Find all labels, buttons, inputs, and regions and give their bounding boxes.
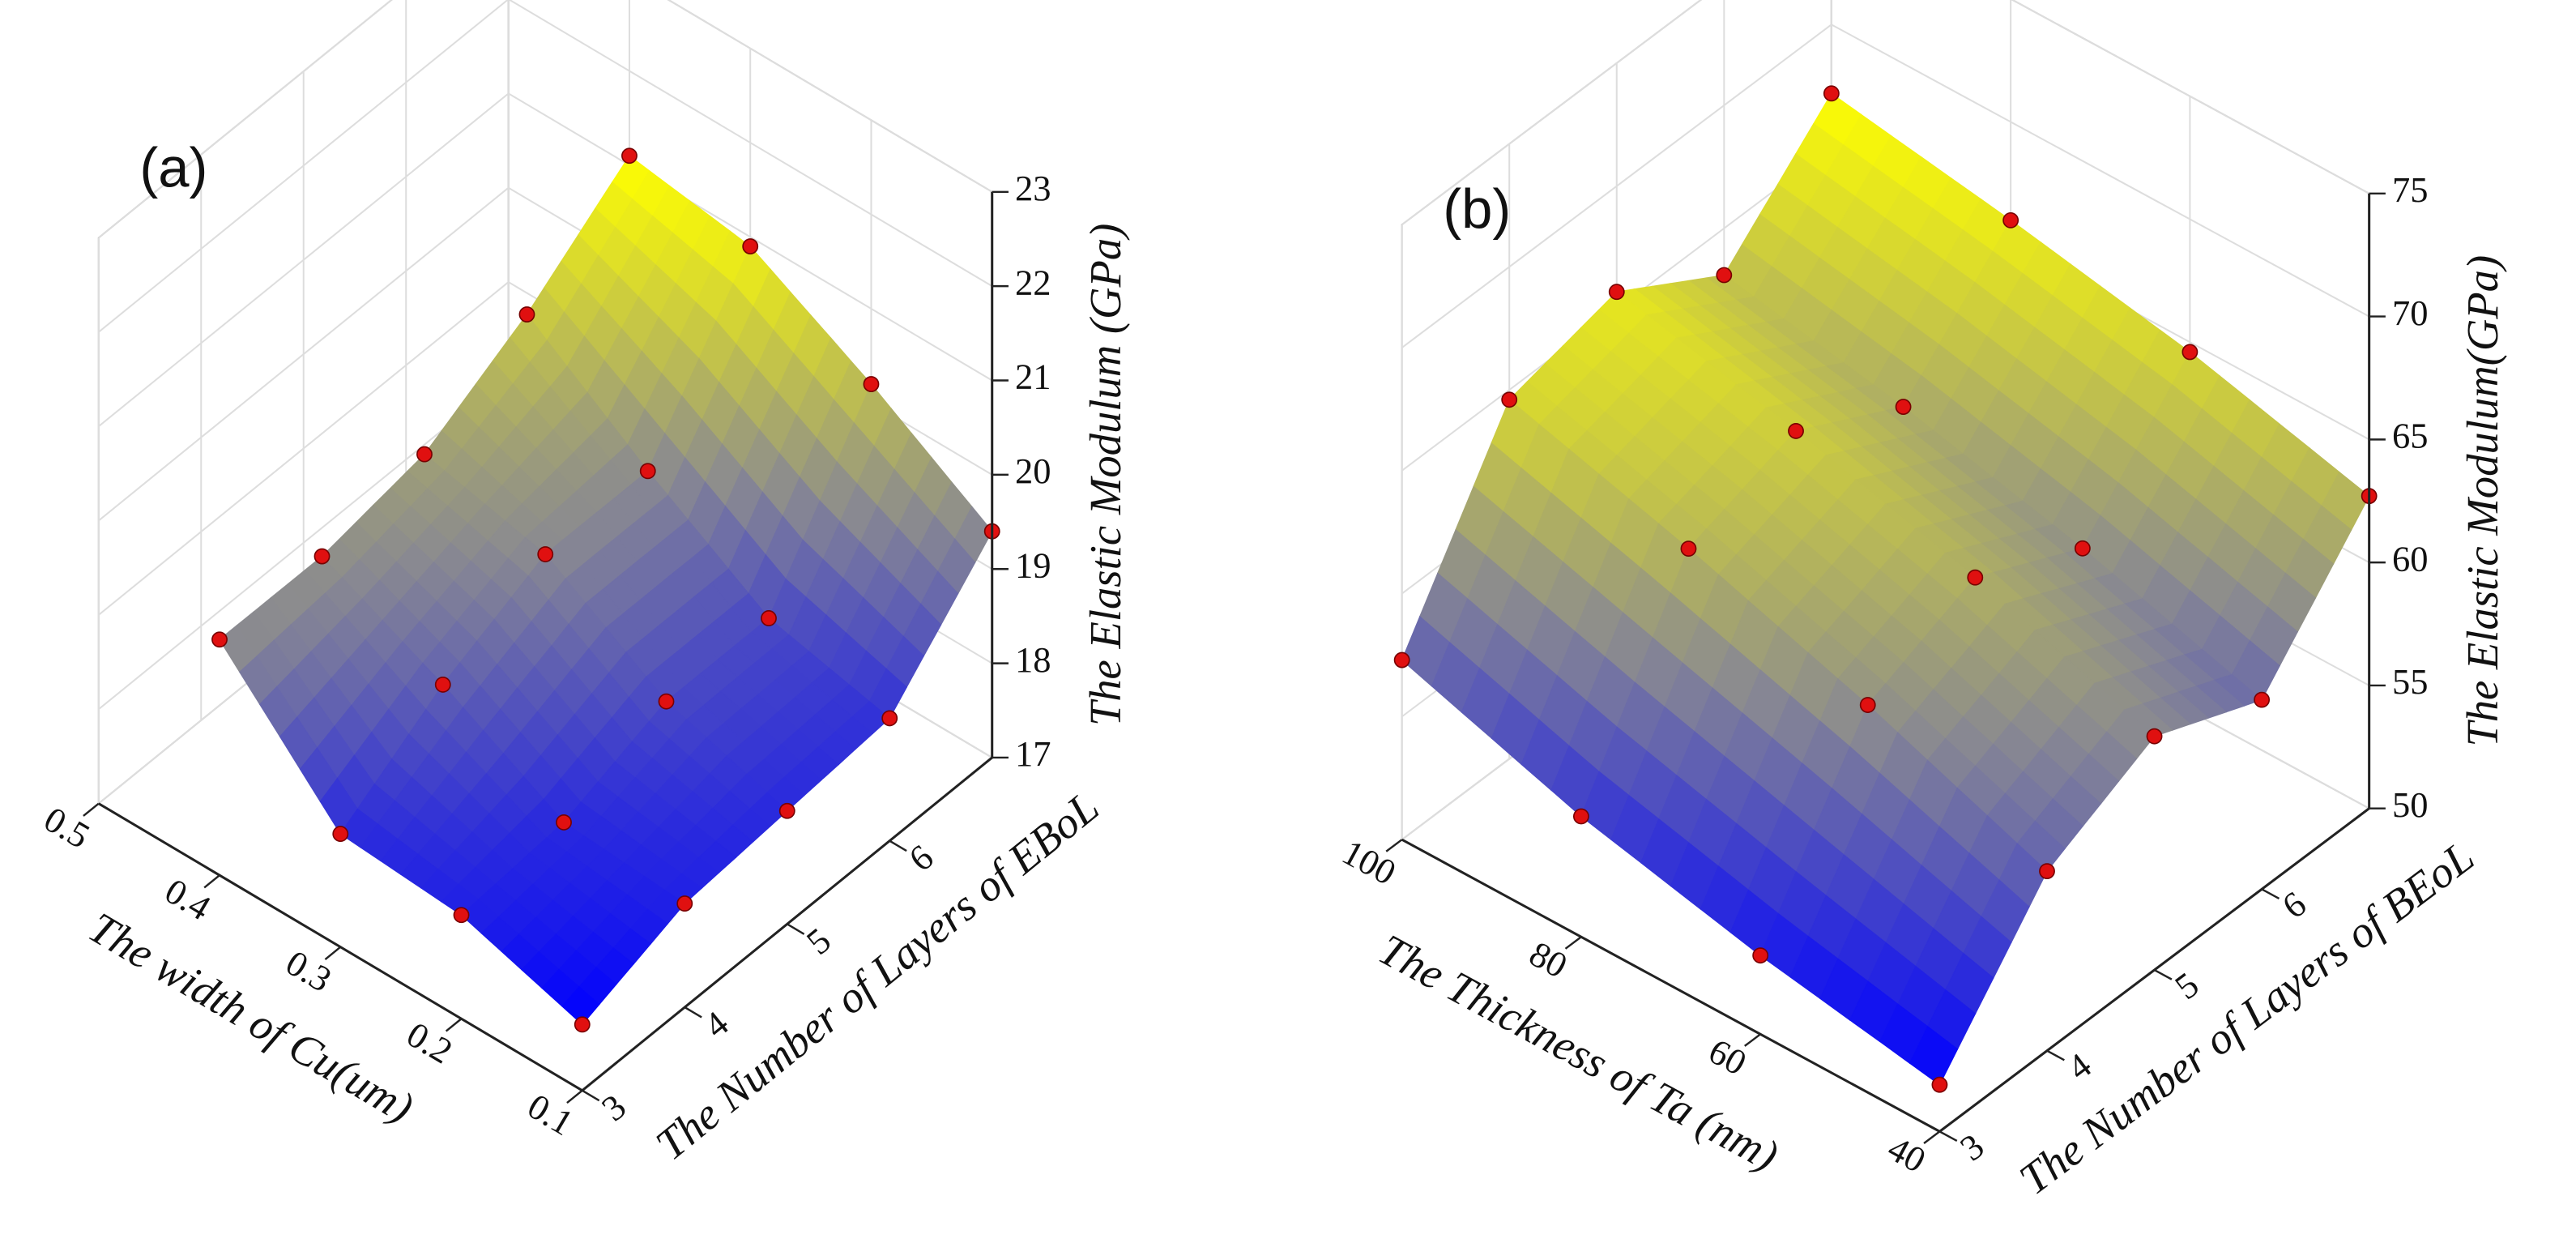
x-tick-label: 80 [1523,933,1574,986]
data-point [639,463,656,480]
surface-patch [561,986,600,1026]
panel-label: (b) [1443,177,1511,240]
x-tick [1385,839,1403,852]
y-tick [1938,1130,1958,1143]
data-point [434,676,451,693]
data-point [1608,284,1625,301]
data-point [1967,569,1984,586]
data-point [2146,728,2163,745]
data-point [332,826,349,842]
x-tick [1923,1130,1941,1144]
data-point [2002,211,2019,229]
z-tick-label: 65 [2392,416,2429,456]
x-tick-label: 40 [1882,1128,1933,1181]
data-point [537,546,554,562]
z-tick-label: 22 [1015,262,1051,302]
z-axis-title: The Elastic Modulum (GPa) [1081,224,1130,727]
data-point [1823,85,1840,102]
grid-line [1831,23,2370,318]
x-tick [83,802,100,817]
x-tick-label: 0.5 [37,799,96,856]
y-tick-label: 4 [697,1003,736,1046]
data-point [416,446,433,463]
data-point [2254,691,2271,708]
z-tick-label: 50 [2392,784,2429,825]
surface-patch [1909,1025,1959,1086]
z-tick-label: 55 [2392,661,2429,702]
x-tick-label: 100 [1336,831,1403,893]
panel-label: (a) [139,137,207,199]
z-tick-label: 17 [1015,733,1051,774]
x-tick [203,874,220,889]
z-tick-label: 21 [1015,357,1051,397]
y-tick [2153,968,2173,980]
data-point [676,895,693,912]
data-point [518,306,535,322]
y-axis-title: The Number of Layers of BEoL [2011,831,2484,1204]
data-point [1752,947,1769,964]
data-point [2039,863,2055,880]
data-point [1931,1076,1948,1093]
data-point [574,1016,591,1033]
x-tick-label: 0.3 [279,942,339,1000]
data-point [1895,399,1912,415]
panel: 0.1 0.2 0.3 0.4 0.5 3 4 5 6 17 18 19 20 21 22 23 The wid… [37,0,1130,1169]
data-point [556,814,572,831]
data-point [211,631,228,648]
data-point [1859,697,1876,713]
data-point [742,238,759,254]
data-point [621,147,638,164]
x-tick [566,1089,583,1104]
y-tick [2261,888,2280,900]
y-tick-label: 5 [2167,964,2206,1007]
data-point [658,693,675,710]
x-tick-label: 60 [1702,1031,1753,1083]
data-point [1716,267,1733,284]
y-tick [787,923,805,935]
y-tick-label: 5 [799,920,838,963]
y-tick [684,1006,702,1019]
y-tick-label: 3 [1952,1126,1991,1168]
y-tick-label: 4 [2060,1044,2099,1087]
y-tick-label: 6 [2275,883,2314,926]
x-tick [1564,936,1582,950]
z-axis-title: The Elastic Modulum(GPa) [2458,255,2507,747]
data-point [761,610,777,626]
y-tick-label: 3 [594,1086,633,1129]
data-point [1572,808,1589,825]
y-tick [582,1089,600,1102]
data-point [1680,540,1697,557]
z-tick-label: 75 [2392,169,2429,210]
data-point [881,710,898,727]
x-axis [1401,838,1941,1133]
y-tick [889,839,907,852]
x-tick [324,946,342,960]
z-tick-label: 23 [1015,168,1051,208]
data-point [313,548,331,565]
data-point [863,376,880,392]
z-tick-label: 60 [2392,538,2429,579]
x-tick [1744,1033,1761,1047]
x-tick-label: 0.4 [158,870,217,928]
z-tick-label: 18 [1015,639,1051,680]
z-tick-label: 20 [1015,451,1051,491]
data-point [2181,344,2199,361]
data-point [778,802,795,819]
x-tick [445,1018,463,1032]
x-axis-title: The width of Cu(um) [81,902,422,1132]
x-tick-label: 0.1 [521,1086,580,1143]
grid-line [2011,0,2370,194]
data-point [2074,540,2091,557]
z-tick-label: 19 [1015,545,1051,585]
x-tick-label: 0.2 [400,1014,459,1071]
y-tick-label: 6 [902,836,941,879]
data-point [453,907,470,924]
data-point [1393,651,1410,668]
data-point [1501,391,1518,408]
z-tick-label: 70 [2392,293,2429,333]
data-point [1788,422,1804,439]
y-tick [2046,1049,2065,1061]
